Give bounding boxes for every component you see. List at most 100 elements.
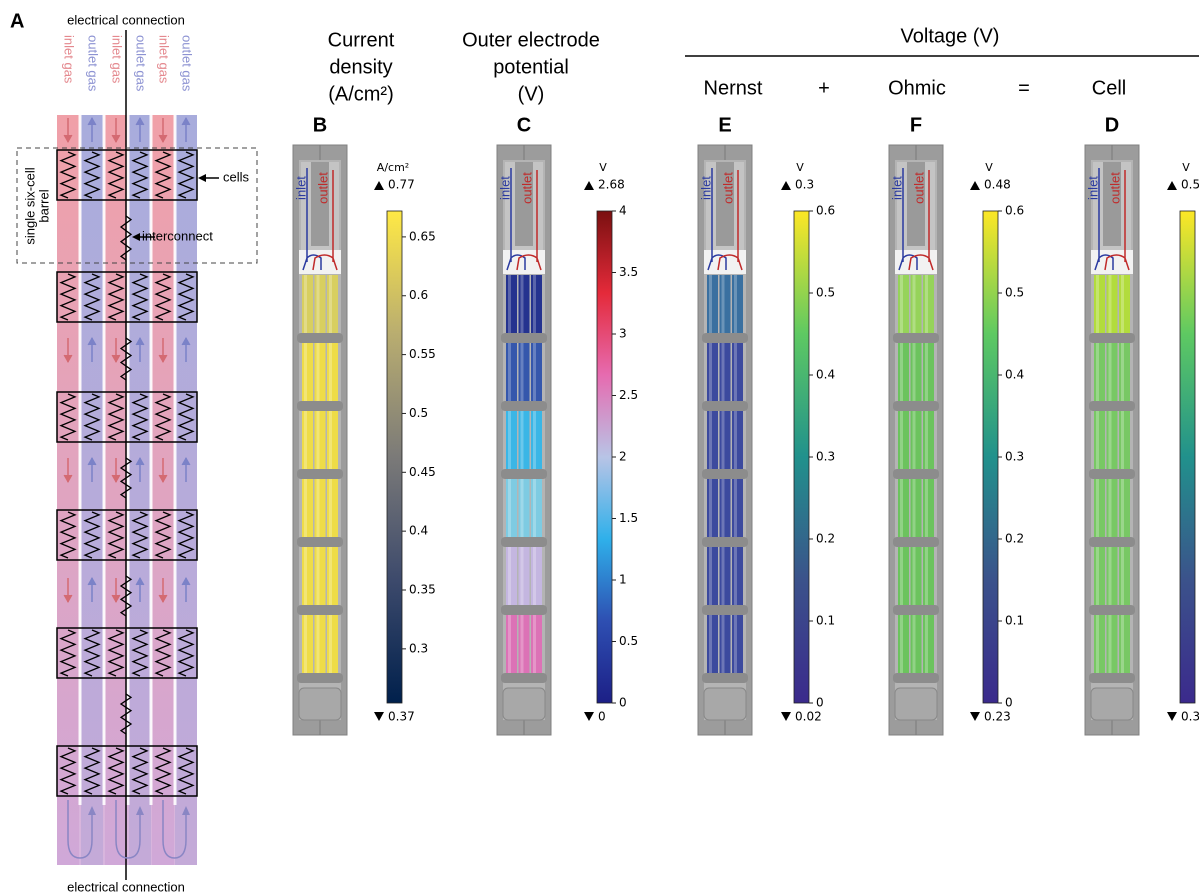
separator [702, 333, 748, 343]
panel-letter: D [1105, 114, 1119, 136]
separator [297, 333, 343, 343]
cell-highlight [1121, 479, 1124, 537]
cell-tube [720, 547, 731, 605]
cell-highlight [1096, 479, 1099, 537]
panel-letter: F [910, 114, 922, 136]
cell-tube [911, 615, 922, 673]
colorbar-tick-label: 0.1 [816, 614, 835, 628]
cell-highlight [900, 343, 903, 401]
tube-cap [1091, 688, 1133, 720]
cell-tube [720, 343, 731, 401]
cell-tube [531, 411, 542, 469]
separator [893, 333, 939, 343]
cell-tube [302, 479, 313, 537]
separator [501, 673, 547, 683]
cell-highlight [913, 343, 916, 401]
cell-highlight [722, 615, 725, 673]
cell-tube [519, 411, 530, 469]
column-label: inlet gas [62, 35, 77, 84]
cell-highlight [508, 615, 511, 673]
colorbar-tick-label: 0.35 [409, 583, 436, 597]
tube-cap [299, 688, 341, 720]
cell-tube [911, 275, 922, 333]
cell-highlight [317, 411, 320, 469]
cell-highlight [329, 411, 332, 469]
cell-highlight [508, 479, 511, 537]
cell-tube [302, 615, 313, 673]
barrel-label: single six-cell [22, 167, 37, 244]
cell-highlight [304, 411, 307, 469]
colorbar-tick-label: 1 [619, 573, 627, 587]
colorbar-max: 0.77 [388, 178, 415, 192]
cell-tube [327, 615, 338, 673]
cell-highlight [722, 479, 725, 537]
colorbar-tick-label: 0.3 [1005, 450, 1024, 464]
max-marker [374, 181, 384, 190]
cell-highlight [722, 343, 725, 401]
panel-title: Ohmic [888, 77, 946, 99]
tube-inlet-label: inlet [889, 176, 904, 200]
cell-tube [315, 275, 326, 333]
gas-column [57, 115, 79, 865]
cell-tube [707, 275, 718, 333]
cell-highlight [722, 411, 725, 469]
cell-tube [302, 343, 313, 401]
cell-tube [506, 275, 517, 333]
colorbar-tick-label: 0.45 [409, 465, 436, 479]
separator [702, 401, 748, 411]
cell-highlight [1121, 275, 1124, 333]
colorbar-max: 2.68 [598, 178, 625, 192]
tube-outlet-label: outlet [1107, 172, 1122, 204]
cell-highlight [734, 275, 737, 333]
cell-tube [519, 615, 530, 673]
separator [1089, 673, 1135, 683]
cell-highlight [317, 615, 320, 673]
colorbar-max: 0.3 [795, 178, 814, 192]
min-marker [970, 712, 980, 721]
cell-highlight [1096, 343, 1099, 401]
separator [893, 469, 939, 479]
cell-highlight [1109, 411, 1112, 469]
cell-tube [1119, 615, 1130, 673]
cell-tube [1107, 343, 1118, 401]
cell-highlight [734, 479, 737, 537]
figure: A electrical connection electrical conne… [0, 0, 1199, 895]
cell-tube [923, 547, 934, 605]
cell-highlight [533, 547, 536, 605]
cell-tube [707, 547, 718, 605]
cell-tube [898, 479, 909, 537]
cell-highlight [1109, 547, 1112, 605]
panel-title: density [329, 56, 392, 78]
cell-tube [1107, 547, 1118, 605]
separator [297, 537, 343, 547]
channel-gap [150, 115, 153, 805]
gas-column [105, 115, 127, 865]
colorbar [983, 211, 998, 703]
cell-tube [923, 615, 934, 673]
separator [702, 469, 748, 479]
cell-highlight [317, 275, 320, 333]
cell-highlight [521, 547, 524, 605]
gas-column [81, 115, 103, 865]
cell-highlight [533, 343, 536, 401]
cell-highlight [722, 547, 725, 605]
max-marker [970, 181, 980, 190]
cell-highlight [925, 275, 928, 333]
cell-tube [519, 479, 530, 537]
cell-highlight [925, 411, 928, 469]
cell-highlight [1096, 615, 1099, 673]
colorbar-tick-label: 0 [816, 696, 824, 710]
cell-highlight [734, 547, 737, 605]
cell-highlight [1096, 411, 1099, 469]
colorbar-tick-label: 0.65 [409, 229, 436, 243]
cell-tube [1094, 411, 1105, 469]
cell-highlight [1121, 615, 1124, 673]
interconnect-label: interconnect [142, 228, 213, 243]
cell-tube [1119, 343, 1130, 401]
cell-highlight [913, 547, 916, 605]
panel-letter: E [718, 114, 731, 136]
colorbar-tick-label: 0.6 [409, 288, 428, 302]
cell-highlight [304, 479, 307, 537]
cell-tube [1107, 411, 1118, 469]
colorbar-min: 0.37 [388, 710, 415, 724]
